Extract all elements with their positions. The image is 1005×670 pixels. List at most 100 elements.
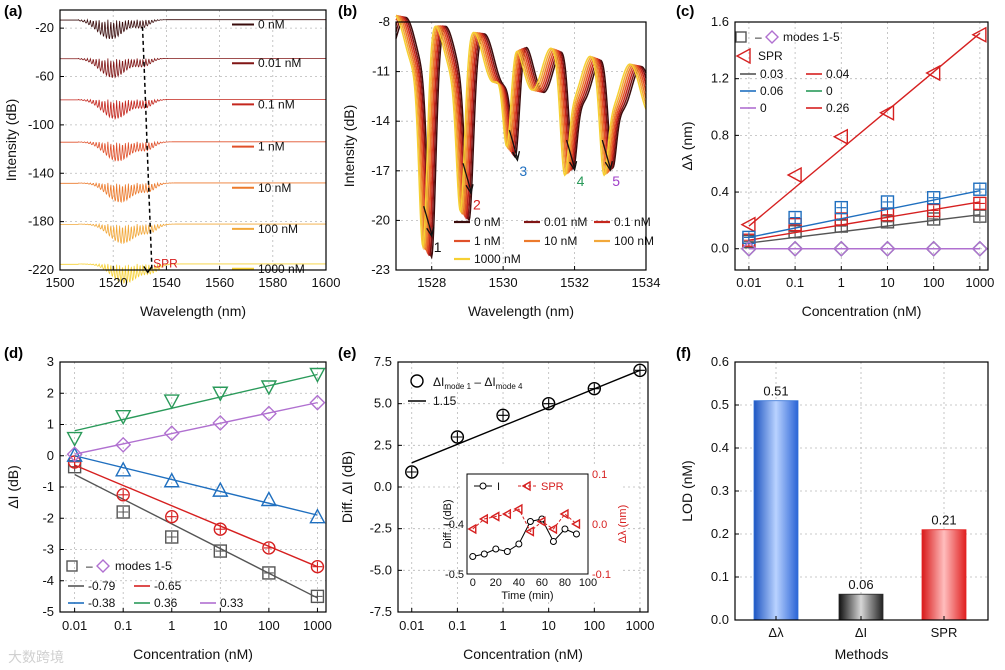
a-legend-text-1: 0.01 nM [258, 56, 301, 70]
d-fit-1 [74, 464, 318, 568]
c-fit-0 [748, 32, 981, 227]
e-inset-I-point-1 [480, 550, 488, 558]
e-inset-I-point-4 [515, 540, 523, 548]
b-legend-text-6: 1000 nM [474, 252, 521, 266]
a-series-4 [60, 181, 326, 203]
f-xtick-label-1: ΔI [855, 625, 867, 640]
d-point-2-4 [260, 491, 278, 507]
panel-b-zoom-spectra: 1 2 3 4 5 0 nM 0.01 nM 0.1 nM 1 nM 10 nM 100 nM 100… [341, 14, 660, 319]
a-ytick-label-2: -100 [28, 117, 54, 132]
c-fit-1 [748, 214, 980, 244]
d-xlabel: Concentration (nM) [133, 646, 253, 662]
b-ytick-label-3: -17 [371, 163, 390, 178]
d-cross-1-1 [118, 489, 129, 500]
a-legend-text-3: 1 nM [258, 140, 285, 154]
d-point-3-3 [212, 386, 229, 402]
d-ytick-label-4: -1 [42, 479, 54, 494]
d-legend-slope-1: -0.65 [154, 579, 182, 593]
c-cross-2-5 [974, 198, 985, 209]
f-xtick-label-2: SPR [931, 625, 958, 640]
d-cross-0-4 [263, 567, 274, 578]
d-cross-0-2 [166, 532, 177, 542]
d-ytick-label-6: -3 [42, 542, 54, 557]
c-point-3-5 [973, 182, 987, 196]
c-point-0-1 [786, 166, 802, 184]
d-point-3-4 [260, 380, 278, 396]
a-ytick-label-4: -180 [28, 214, 54, 229]
c-point-5-5 [971, 240, 988, 257]
e-point-0 [405, 465, 419, 479]
b-legend-text-0: 0 nM [474, 215, 501, 229]
e-inset-SPR-point-7 [548, 523, 558, 535]
d-cross-1-3 [215, 524, 226, 535]
d-fit-0 [74, 473, 318, 599]
d-point-2-2 [163, 472, 180, 488]
b-ytick-label-2: -14 [371, 113, 390, 128]
c-legend-square [735, 31, 747, 43]
e-inset-SPR-point-3 [501, 508, 512, 520]
c-xlabel: Concentration (nM) [802, 303, 922, 319]
a-spr-trend [141, 26, 153, 272]
c-point-0-4 [925, 64, 941, 82]
c-legend-diamond [765, 30, 779, 44]
c-xtick-label-3: 10 [880, 275, 894, 290]
c-ylabel: Δλ (nm) [679, 121, 695, 170]
e-inset-xtick-3: 60 [536, 577, 548, 589]
a-legend-text-6: 1000 nM [258, 262, 305, 276]
c-xtick-label-1: 0.1 [786, 275, 804, 290]
d-point-3-0 [66, 431, 83, 448]
c-cross-1-4 [928, 213, 939, 224]
d-point-1-3 [213, 522, 228, 536]
d-legend-slope-4: 0.33 [220, 596, 244, 610]
panel-f-lod-bars: 0.51 Δλ 0.06 ΔI 0.21 SPR 0.0 0.1 0.2 0.3 0.4 0.5 0.6… [679, 354, 989, 662]
e-inset-SPR-point-8 [559, 508, 569, 520]
e-fit-line [411, 369, 641, 464]
c-point-3-0 [742, 230, 756, 245]
b-mode-arrowhead-0 [426, 227, 435, 238]
f-ylabel: LOD (nM) [679, 460, 695, 521]
d-ylabel: ΔI (dB) [5, 465, 21, 509]
a-series-1 [60, 57, 326, 79]
d-point-0-5 [310, 589, 325, 604]
b-xtick-label-0: 1528 [417, 275, 446, 290]
c-xtick-label-4: 100 [923, 275, 945, 290]
c-ytick-label-0: 0.0 [711, 241, 729, 256]
e-ytick-label-1: 5.0 [374, 396, 392, 411]
c-point-3-3 [880, 195, 895, 209]
d-cross-1-5 [312, 561, 323, 572]
e-inset-SPR-point-0 [467, 523, 477, 535]
d-point-1-5 [310, 559, 325, 574]
e-point-2 [496, 408, 510, 423]
c-legend-spr-marker [735, 47, 751, 65]
panel-a-spectra: 0 nM 0.01 nM 0.1 nM 1 nM 10 nM 100 nM 1000 nM S… [3, 9, 340, 319]
a-xlabel: Wavelength (nm) [140, 303, 246, 319]
e-legend-text: ΔImode 1 – ΔImode 4 [433, 375, 523, 391]
a-ytick-label-3: -140 [28, 165, 54, 180]
panel-d-intensity-change: – modes 1-5 -0.79 -0.65 -0.38 0.36 0.33 0.01 0.1… [5, 354, 332, 662]
e-inset-I-line [472, 518, 577, 557]
c-cross-3-5 [974, 184, 985, 195]
c-xtick-label-0: 0.01 [736, 275, 761, 290]
b-mode-arrowhead-3 [569, 160, 578, 172]
e-inset-xtick-1: 20 [490, 577, 502, 589]
e-inset-ytick-left-1: -0.4 [445, 519, 464, 531]
d-ytick-label-1: 2 [47, 385, 54, 400]
d-point-3-1 [115, 409, 132, 426]
c-legend-slope-1: 0.04 [826, 67, 850, 81]
e-inset-SPR-point-4 [513, 503, 523, 515]
b-mode-label-2: 3 [519, 163, 527, 179]
f-ytick-label-1: 0.1 [711, 569, 729, 584]
b-mode-arrowhead-2 [511, 151, 521, 162]
a-series-0 [60, 18, 326, 40]
c-legend-dash: – [755, 30, 762, 44]
a-ylabel: Intensity (dB) [3, 99, 19, 181]
panel-label-d: (d) [4, 345, 23, 362]
e-inset-ytick-left-0: -0.5 [445, 569, 464, 581]
e-xtick-label-5: 1000 [626, 618, 655, 633]
f-xtick-label-0: Δλ [768, 625, 784, 640]
c-point-3-2 [834, 200, 848, 215]
d-point-3-5 [309, 367, 326, 383]
e-xtick-label-4: 100 [583, 618, 605, 633]
c-fit-2 [748, 201, 980, 241]
